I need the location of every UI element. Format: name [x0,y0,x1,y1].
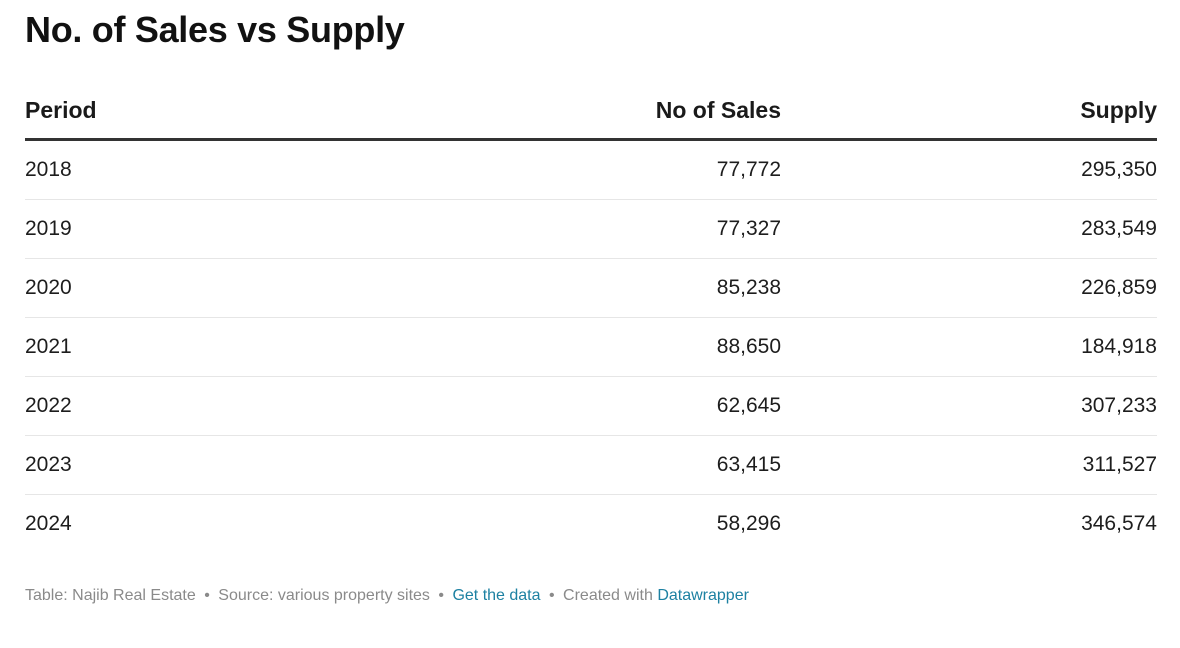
datawrapper-link[interactable]: Datawrapper [657,587,749,604]
table-body: 2018 77,772 295,350 2019 77,327 283,549 2020 85… [25,139,1157,554]
footer-table-credit: Table: Najib Real Estate [25,587,196,604]
no-of-sales-cell: 77,772 [505,139,781,200]
footer-separator: • [438,587,444,604]
supply-cell: 346,574 [1081,512,1157,535]
get-the-data-link[interactable]: Get the data [452,587,541,604]
no-of-sales-cell: 88,650 [505,317,781,377]
period-cell: 2020 [25,258,505,318]
table-row: 2022 62,645 307,233 [25,376,1157,436]
period-cell: 2019 [25,199,505,259]
supply-cell: 307,233 [781,376,1157,436]
period-cell: 2024 [25,512,72,535]
no-of-sales-cell: 85,238 [505,258,781,318]
period-cell: 2023 [25,435,505,495]
no-of-sales-cell: 58,296 [716,512,781,535]
footer-separator: • [204,587,210,604]
footer-separator: • [548,587,555,604]
footer-source: Source: various property sites [218,587,430,604]
supply-cell: 283,549 [781,199,1157,259]
footer-created-with: Created with [563,587,653,604]
column-header-supply[interactable]: Supply [781,82,1157,141]
table-row: 2019 77,327 283,549 [25,199,1157,259]
table-header: Period No of Sales Supply [25,82,1157,141]
header-row: Period No of Sales Supply [25,82,1157,141]
table-row: 2021 88,650 184,918 [25,317,1157,377]
period-cell: 2018 [25,139,505,200]
column-header-no-of-sales[interactable]: No of Sales [505,82,781,141]
supply-cell: 311,527 [781,435,1157,495]
footer: Table: Najib Real Estate • Source: vario… [25,584,749,608]
column-header-period[interactable]: Period [25,82,505,141]
supply-cell: 226,859 [781,258,1157,318]
table-row: 2023 63,415 311,527 [25,435,1157,495]
no-of-sales-cell: 77,327 [505,199,781,259]
data-table: Period No of Sales Supply 2018 77,772 295,… [25,82,1157,553]
table-row: 2020 85,238 226,859 [25,258,1157,318]
table-row: 2018 77,772 295,350 [25,139,1157,200]
period-cell: 2021 [25,317,505,377]
supply-cell: 184,918 [781,317,1157,377]
chart-title: No. of Sales vs Supply [25,9,405,50]
table-row: 2024 58,296 346,574 [25,495,1157,554]
data-table-container: Period No of Sales Supply 2018 77,772 295,… [25,82,1157,553]
no-of-sales-cell: 63,415 [505,435,781,495]
period-cell: 2022 [25,376,505,436]
no-of-sales-cell: 62,645 [505,376,781,436]
supply-cell: 295,350 [781,139,1157,200]
